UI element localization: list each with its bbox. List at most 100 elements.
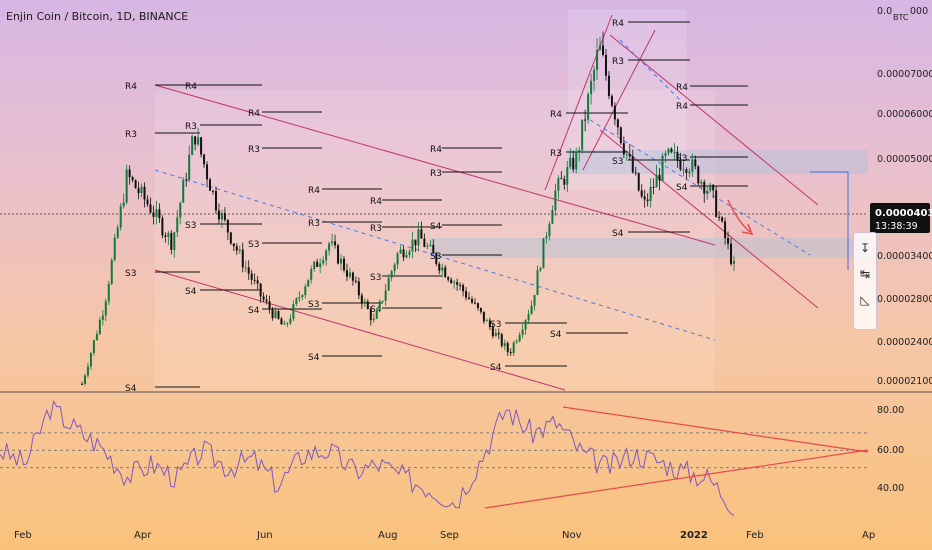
pivot-label-16: R4 [676, 83, 688, 93]
candle-body-66 [277, 310, 280, 319]
candle-body-44 [211, 190, 214, 192]
pivot-label-6: R4 [308, 186, 320, 196]
pivot-label-30: S4 [370, 305, 382, 315]
resistance-zone [568, 150, 868, 174]
pivot-label-10: R4 [430, 145, 442, 155]
candle-body-88 [342, 258, 345, 271]
candle-body-27 [161, 218, 164, 236]
candle-body-81 [322, 260, 325, 264]
candle-body-68 [283, 323, 286, 325]
pivot-label-17: R4 [676, 102, 688, 112]
candle-body-109 [405, 255, 408, 258]
time-tick-5: Nov [562, 530, 582, 541]
candle-body-125 [453, 282, 456, 284]
candle-body-155 [542, 238, 545, 269]
channel-line-0 [154, 84, 716, 246]
candle-body-162 [563, 178, 566, 185]
candle-body-72 [295, 298, 298, 305]
candle-body-137 [488, 320, 491, 327]
candle-body-200 [676, 151, 679, 161]
price-tick-1: 0.00007000 [877, 69, 932, 80]
candle-body-159 [554, 190, 557, 211]
candle-body-40 [200, 137, 203, 155]
candle-body-154 [539, 268, 542, 271]
candle-body-202 [682, 169, 685, 171]
candle-body-65 [274, 310, 277, 318]
pivot-label-21: S3 [308, 300, 319, 310]
candle-body-80 [319, 263, 322, 267]
candle-body-26 [158, 209, 161, 219]
candle-body-99 [375, 310, 378, 319]
candle-body-152 [533, 294, 536, 306]
pivot-label-18: S3 [185, 221, 196, 231]
candle-body-58 [253, 279, 256, 281]
candle-body-56 [247, 267, 250, 274]
candle-body-192 [652, 186, 655, 188]
pivot-label-34: S4 [612, 229, 624, 239]
support-zone [430, 238, 868, 258]
pivot-label-26: S3 [676, 154, 687, 164]
price-range-icon[interactable]: ↧ [859, 241, 871, 255]
candle-body-139 [494, 332, 497, 337]
price-tick-6: 0.00002400 [877, 337, 932, 348]
price-tick-5: 0.00002800 [877, 294, 932, 305]
pivot-label-1: R4 [185, 82, 197, 92]
candle-body-204 [688, 171, 691, 173]
pivot-label-5: R3 [248, 145, 260, 155]
pivot-label-33: S4 [550, 330, 562, 340]
candle-body-87 [340, 258, 343, 264]
candle-body-30 [170, 233, 173, 250]
candle-body-93 [357, 281, 360, 296]
candle-body-4 [92, 340, 95, 354]
price-tick-3: 0.00005000 [877, 154, 932, 165]
projection-arrow [727, 199, 751, 233]
candle-body-2 [86, 366, 89, 376]
candle-body-32 [176, 217, 179, 233]
candle-body-208 [700, 181, 703, 184]
price-tick-7: 0.00002100 [877, 376, 932, 387]
candle-body-49 [226, 219, 229, 233]
candle-body-133 [476, 303, 479, 308]
candle-body-215 [721, 217, 724, 222]
candle-body-217 [727, 238, 730, 244]
candle-body-198 [670, 148, 673, 153]
candle-body-210 [706, 190, 709, 194]
pivot-label-13: R3 [550, 149, 562, 159]
candle-body-183 [625, 154, 628, 156]
candle-body-54 [241, 249, 244, 268]
candle-body-175 [602, 45, 605, 55]
candle-body-179 [613, 105, 616, 120]
candle-body-111 [411, 239, 414, 252]
last-price-text: 0.00004037 [875, 208, 932, 219]
channel-line-6 [154, 169, 716, 341]
candle-body-153 [536, 270, 539, 295]
last-price-badge [870, 203, 930, 233]
candle-body-168 [581, 119, 584, 151]
triangle-icon[interactable]: ◺ [860, 293, 870, 307]
candle-body-98 [372, 318, 375, 321]
candle-body-22 [146, 199, 149, 205]
pivot-label-35: S4 [676, 183, 688, 193]
candle-body-0 [81, 383, 83, 385]
candle-body-115 [423, 238, 426, 247]
candle-body-134 [479, 307, 482, 312]
channel-line-4 [609, 34, 819, 206]
rsi-trend-upper [562, 406, 869, 453]
candle-body-89 [345, 270, 348, 277]
candle-body-90 [348, 272, 351, 277]
candle-body-8 [104, 301, 107, 316]
pivot-label-19: S3 [125, 269, 136, 279]
candle-body-41 [203, 154, 206, 165]
countdown-text: 13:38:39 [875, 221, 918, 232]
candle-body-15 [125, 169, 128, 203]
candle-body-74 [301, 295, 304, 298]
candle-body-165 [572, 157, 575, 170]
candle-body-211 [709, 184, 712, 191]
candle-body-180 [616, 119, 619, 128]
candle-body-100 [378, 301, 381, 311]
candle-body-108 [402, 249, 405, 258]
pivot-label-20: S3 [248, 240, 259, 250]
date-range-icon[interactable]: ↹ [859, 267, 871, 281]
pivot-label-11: R3 [430, 169, 442, 179]
